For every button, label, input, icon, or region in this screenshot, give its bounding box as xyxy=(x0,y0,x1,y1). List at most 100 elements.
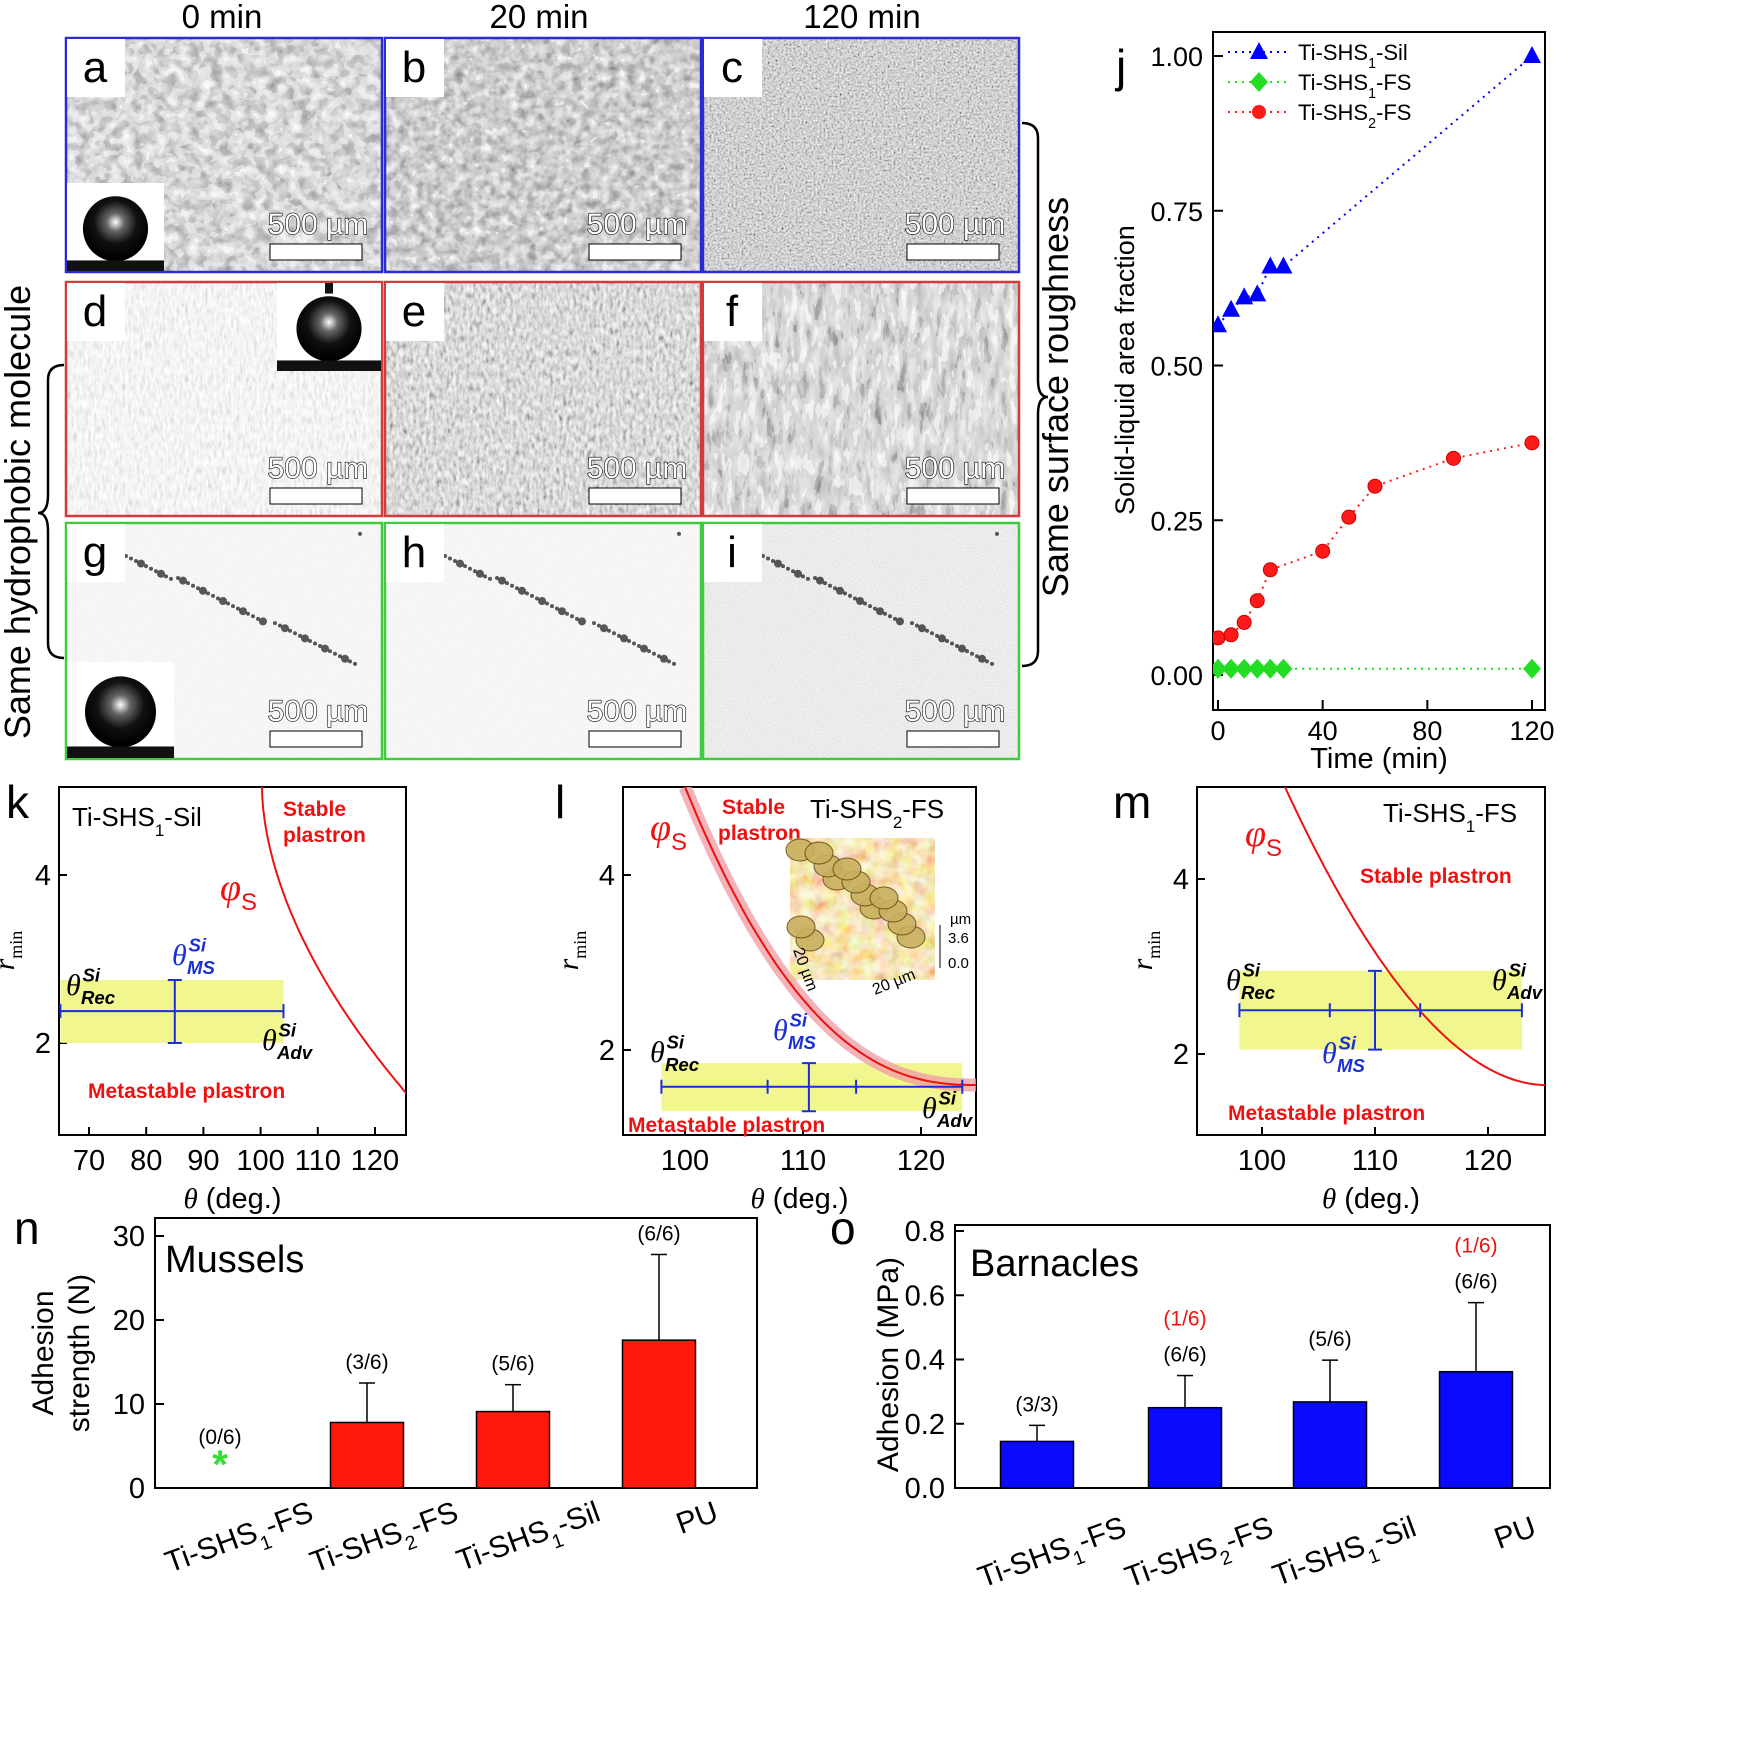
marker-j-1-4 xyxy=(1261,658,1280,679)
stable-label-k-2: plastron xyxy=(283,824,366,847)
marker-j-1-3 xyxy=(1248,658,1267,679)
scale-bar-f xyxy=(906,487,1000,505)
scale-label-g: 500 µm xyxy=(268,695,369,728)
panel-letter-o: o xyxy=(830,1202,856,1254)
pit-h-41 xyxy=(657,654,661,659)
pit-h-32 xyxy=(640,644,648,653)
pit-h-1 xyxy=(495,576,499,581)
content-l xyxy=(660,787,976,1113)
metastable-label-l: Metastable plastron xyxy=(628,1114,825,1137)
theta-rec-m-sub: Rec xyxy=(1241,982,1276,1003)
y-tick-label-m-1: 4 xyxy=(1173,864,1189,896)
brace-right xyxy=(1021,121,1049,668)
micrograph-h: h 500 µm xyxy=(383,521,703,761)
y-tick-label-j-4: 1.00 xyxy=(1150,42,1203,72)
afm-bump-13 xyxy=(786,915,816,939)
y-tick-label-j-1: 0.25 xyxy=(1150,506,1203,536)
pit-i-16 xyxy=(836,586,844,595)
marker-j-0-2 xyxy=(1235,287,1254,305)
micrograph-c: c 500 µm xyxy=(701,36,1021,274)
marker-j-0-4 xyxy=(1261,256,1280,274)
pit-h-29 xyxy=(637,644,641,649)
micrograph-i: i 500 µm xyxy=(701,521,1021,761)
bar-n-1 xyxy=(329,1421,405,1489)
scale-bar-h xyxy=(588,730,682,748)
x-axis-label-j: Time (min) xyxy=(1310,743,1447,775)
scale-label-b: 500 µm xyxy=(587,208,688,241)
panel-letter-g: g xyxy=(83,528,107,577)
y-tick-label-j-3: 0.75 xyxy=(1150,197,1203,227)
panel-j: j 0 40 80 120 0.00 0.25 0.50 0.75 1.00 Ti-SHS1-S… xyxy=(1110,31,1555,775)
pit-h-8 xyxy=(600,624,608,633)
pit-g-11 xyxy=(288,628,292,633)
micrograph-border-c xyxy=(701,36,1021,274)
micrograph-f: f 500 µm xyxy=(701,280,1021,518)
pit-i-46 xyxy=(888,614,892,619)
micrograph-border-i xyxy=(701,521,1021,761)
pit-g-38 xyxy=(333,651,337,656)
category-label-n-2: Ti-SHS1-Sil xyxy=(452,1496,607,1587)
droplet-inset-a-droplet xyxy=(82,196,149,262)
annotation-n-0-0: (0/6) xyxy=(198,1426,241,1449)
pit-h-40 xyxy=(558,607,566,616)
legend-marker-j-0 xyxy=(1250,42,1268,59)
category-label-n-1: Ti-SHS2-FS xyxy=(306,1496,466,1588)
category-label-n-0: Ti-SHS1-FS xyxy=(161,1496,321,1588)
x-tick-label-k-4: 110 xyxy=(295,1145,341,1177)
plot-frame-j xyxy=(1212,31,1546,711)
letter-box-d xyxy=(67,283,125,341)
x-tick-label-m-1: 110 xyxy=(1352,1145,1398,1177)
letter-box-f xyxy=(704,283,762,341)
annotation-o-1-0: (1/6) xyxy=(1163,1308,1206,1331)
theta-ms-k-sup: Si xyxy=(189,935,207,956)
axes-j: 0 40 80 120 0.00 0.25 0.50 0.75 1.00 xyxy=(1150,42,1554,746)
droplet-inset-g xyxy=(67,662,174,758)
pit-i-50 xyxy=(990,661,994,666)
pit-i-35 xyxy=(965,649,969,654)
scale-label-i: 500 µm xyxy=(905,695,1006,728)
afm-bump-12 xyxy=(869,886,899,910)
pit-h-37 xyxy=(555,606,559,611)
pit-i-1 xyxy=(813,576,817,581)
annotation-n-3-0: (6/6) xyxy=(637,1222,680,1245)
y-tick-label-n-1: 10 xyxy=(113,1389,145,1421)
afm-inset-l: µm3.60.020 µm 20 µm xyxy=(785,838,971,999)
pit-i-7 xyxy=(823,581,827,586)
plot-frame-o xyxy=(954,1224,1551,1489)
column-header-20min: 20 min xyxy=(489,0,588,35)
bars-n: 0 10 20 30 Mussels Adhesion strength (N) *(0/6)… xyxy=(27,1221,722,1588)
side-label-same-roughness: Same surface roughness xyxy=(1035,197,1076,597)
pit-i-11 xyxy=(925,628,929,633)
marker-j-0-6 xyxy=(1523,46,1541,63)
pit-h-50 xyxy=(672,661,676,666)
letter-box-h xyxy=(386,524,444,582)
letter-box-c xyxy=(704,39,762,97)
pit-g-43 xyxy=(246,611,250,616)
x-tick-label-j-3: 120 xyxy=(1509,716,1554,746)
metastable-label-k: Metastable plastron xyxy=(88,1080,285,1103)
pit-g-16 xyxy=(199,586,207,595)
panel-letter-f: f xyxy=(726,287,739,336)
category-label-o-2: Ti-SHS1-Sil xyxy=(1268,1511,1423,1602)
pit-h-36 xyxy=(456,559,464,568)
column-header-0min: 0 min xyxy=(182,0,263,35)
panel-letter-d: d xyxy=(83,287,107,336)
theta-rec-k-sub: Rec xyxy=(81,987,116,1008)
letter-box-i xyxy=(704,524,762,582)
marker-j-1-1 xyxy=(1222,658,1241,679)
pit-i-31 xyxy=(863,601,867,606)
pit-g-31 xyxy=(226,601,230,606)
plot-frame-m xyxy=(1196,786,1546,1136)
theta-rec-l-sup: Si xyxy=(667,1032,685,1053)
x-tick-label-j-1: 40 xyxy=(1308,716,1338,746)
afm-bump-11 xyxy=(832,857,862,881)
pit-h-46 xyxy=(570,614,574,619)
y-tick-label-n-0: 0 xyxy=(129,1473,145,1505)
bars-o: 0.0 0.2 0.4 0.6 0.8 Barnacles Adhesion (MPa) (3… xyxy=(872,1216,1540,1602)
panel-letter-h: h xyxy=(402,528,426,577)
pit-i-39 xyxy=(781,564,785,569)
pit-g-34 xyxy=(231,604,235,609)
droplet-inset-d-droplet xyxy=(296,296,362,362)
